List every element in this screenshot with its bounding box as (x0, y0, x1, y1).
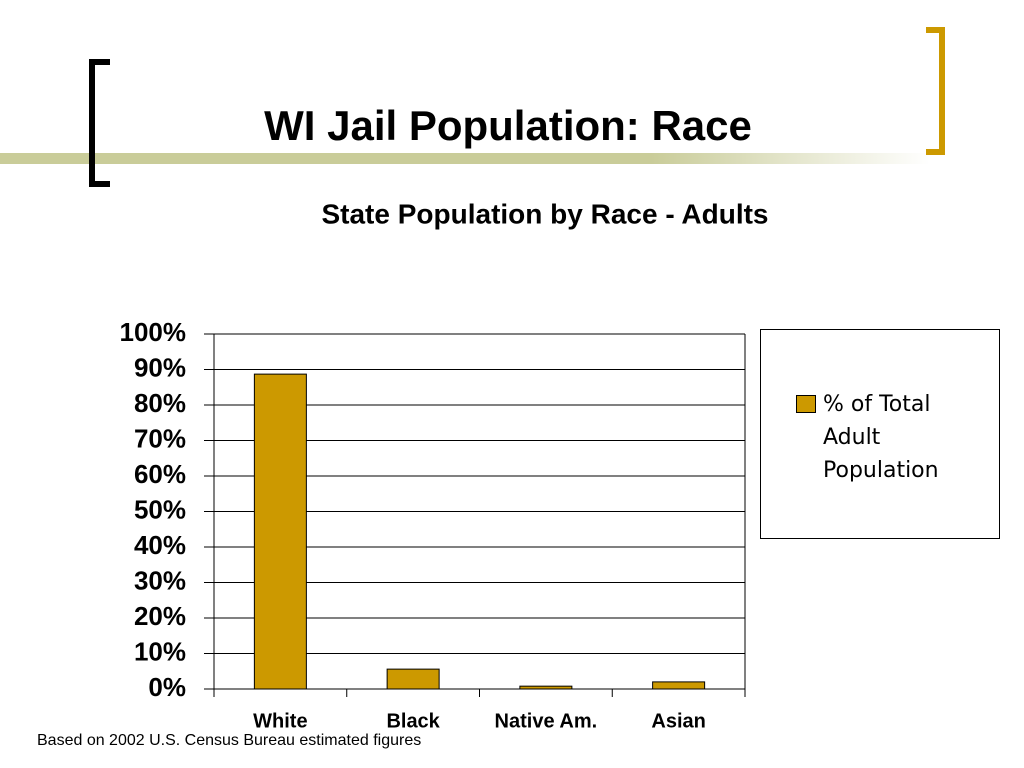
bar (519, 685, 573, 690)
slide-title: WI Jail Population: Race (264, 102, 752, 149)
legend-swatch (796, 395, 816, 413)
chart-title: State Population by Race - Adults (321, 198, 768, 229)
y-tick-label: 90% (134, 352, 186, 382)
bar (386, 668, 440, 690)
x-tick-label: Asian (651, 710, 705, 732)
source-note: Based on 2002 U.S. Census Bureau estimat… (37, 732, 421, 749)
y-tick-label: 80% (134, 388, 186, 418)
y-tick-label: 70% (134, 423, 186, 453)
right-bracket (926, 27, 945, 155)
y-tick-label: 0% (148, 672, 186, 702)
bar (253, 373, 307, 690)
y-tick-label: 100% (120, 317, 187, 347)
x-tick-label: Native Am. (495, 710, 598, 732)
legend: % of Total Adult Population (760, 329, 1000, 539)
y-tick-label: 10% (134, 636, 186, 666)
title-rule (0, 153, 930, 164)
y-tick-label: 40% (134, 530, 186, 560)
x-tick-label: White (253, 710, 307, 732)
left-bracket (89, 59, 110, 187)
y-tick-label: 50% (134, 494, 186, 524)
y-tick-label: 20% (134, 601, 186, 631)
y-tick-label: 60% (134, 459, 186, 489)
x-tick-label: Black (386, 710, 440, 732)
y-tick-label: 30% (134, 565, 186, 595)
bar (652, 681, 706, 690)
legend-label: % of Total Adult Population (823, 392, 939, 483)
